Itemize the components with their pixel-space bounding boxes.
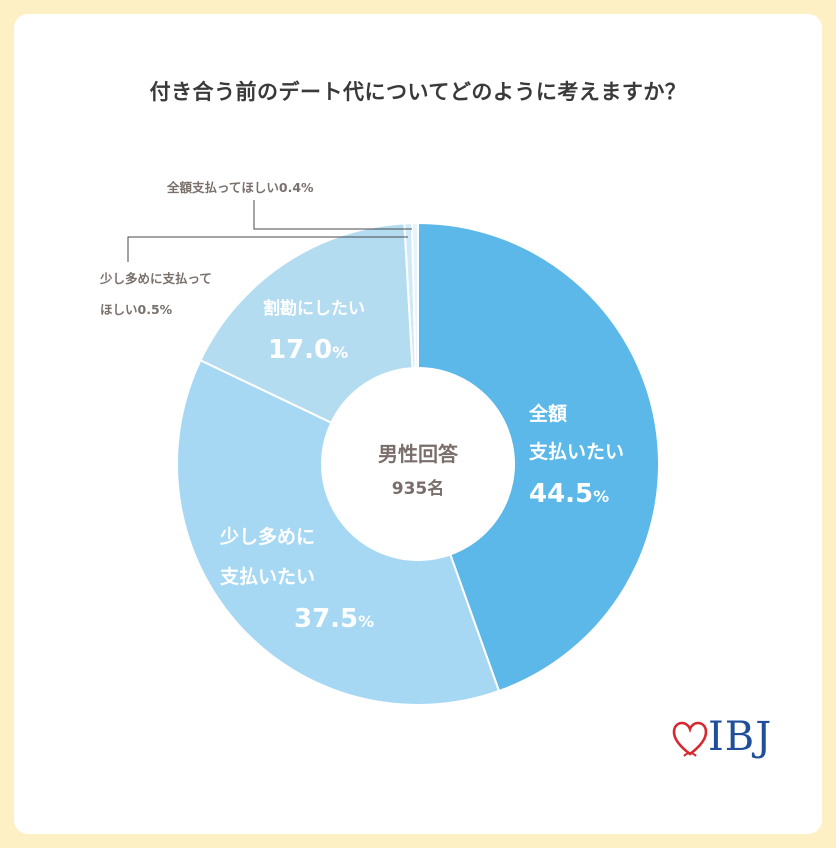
logo-text: IBJ [708, 714, 773, 760]
slice-value-full-pay-number: 44.5 [529, 479, 593, 509]
slice-value-split-unit: % [332, 343, 348, 362]
slice-value-full-pay-unit: % [593, 487, 609, 506]
slice-value-full-pay: 44.5% [529, 479, 609, 509]
slice-full-pay [417, 221, 660, 693]
slice-value-more-pay: 37.5% [294, 604, 374, 634]
slice-label-full-pay-line1: 全額 [528, 402, 567, 425]
slice-value-more-pay-unit: % [358, 612, 374, 631]
slice-label-full-pay-line2: 支払いたい [528, 441, 624, 463]
callout-line-full-receive [253, 200, 412, 230]
donut-hole [321, 367, 515, 561]
heart-icon [672, 721, 708, 757]
callout-label-more-receive-line2: ほしい0.5% [100, 302, 173, 317]
slice-value-more-pay-number: 37.5 [294, 604, 358, 634]
slice-value-split-number: 17.0 [268, 335, 332, 365]
callout-label-more-receive-line1: 少し多めに支払って [99, 271, 212, 286]
ibj-logo: IBJ [672, 712, 784, 768]
center-label-title: 男性回答 [378, 442, 459, 466]
slice-value-split: 17.0% [268, 335, 348, 365]
slice-label-split: 割勘にしたい [263, 298, 365, 319]
callout-line-more-receive [127, 236, 408, 262]
slice-label-more-pay-line2: 支払いたい [219, 566, 315, 588]
slice-label-more-pay-line1: 少し多めに [219, 525, 315, 548]
callout-label-full-receive: 全額支払ってほしい0.4% [166, 180, 314, 195]
slice-more-pay [176, 358, 501, 706]
center-label-count: 935名 [392, 478, 445, 499]
chart-title: 付き合う前のデート代についてどのように考えますか？ [149, 80, 687, 104]
